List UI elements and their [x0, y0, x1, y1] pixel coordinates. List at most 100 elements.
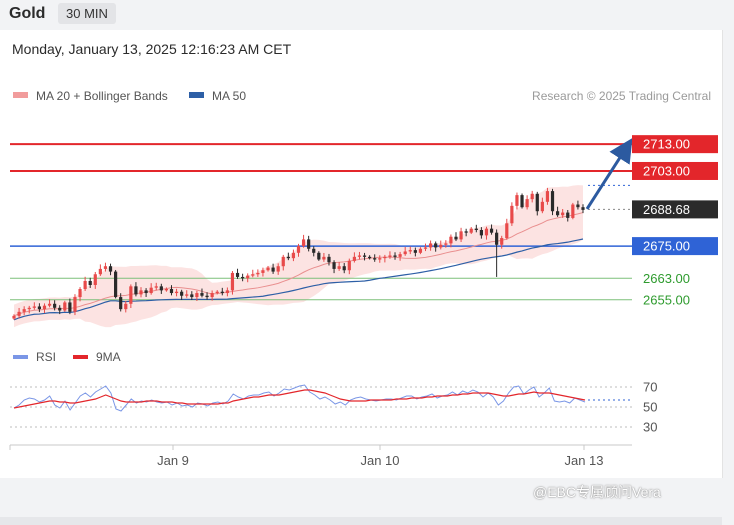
rsi-panel: 70 50 30 [10, 380, 657, 435]
candle-body [246, 275, 250, 279]
candle [368, 255, 372, 260]
candle [515, 192, 519, 210]
rsi-tick-label: 70 [643, 380, 657, 395]
candle [357, 251, 362, 260]
target-label: 2663.00 [643, 271, 690, 286]
candle-body [68, 302, 72, 312]
candle [362, 252, 367, 261]
candle [489, 224, 494, 235]
candle [220, 287, 224, 296]
candle [393, 252, 397, 260]
candle-body [362, 255, 367, 257]
candle-body [454, 236, 458, 240]
candle [195, 290, 199, 301]
candle [164, 287, 169, 292]
candle [174, 288, 179, 297]
candle-body [169, 289, 174, 294]
candle [169, 285, 174, 296]
candle-body [566, 212, 570, 218]
candle-body [63, 302, 67, 311]
candle [301, 234, 306, 248]
candle [525, 195, 529, 210]
rsi-legend-label: RSI [36, 350, 56, 364]
level-labels: 2713.00 2703.00 2688.68 2675.00 2663.00 2655.… [632, 135, 718, 307]
candle-body [418, 248, 423, 253]
timeframe-badge[interactable]: 30 MIN [58, 3, 116, 24]
candle-body [47, 303, 52, 306]
candle [144, 288, 148, 297]
candle-body [495, 232, 499, 245]
candle-body [129, 286, 133, 304]
candle-body [119, 297, 123, 310]
candle [154, 282, 158, 291]
candle-body [423, 247, 428, 249]
candle [520, 193, 524, 209]
candle [230, 270, 235, 295]
candle-body [510, 205, 514, 224]
candle [540, 197, 544, 214]
target-label: 2655.00 [643, 292, 690, 307]
candle [12, 314, 16, 320]
candle-body [37, 306, 42, 310]
support-label-box [632, 237, 718, 256]
candle-body [428, 243, 433, 248]
candle [550, 188, 555, 216]
candle-body [241, 276, 245, 279]
candle-body [500, 238, 504, 245]
candle [571, 202, 575, 220]
candle-body [185, 294, 189, 296]
candle [37, 303, 42, 313]
candle [510, 202, 514, 226]
candle-body [134, 286, 138, 295]
candle [241, 273, 245, 282]
candle [566, 209, 570, 222]
candle-body [261, 270, 265, 273]
candle [454, 232, 458, 242]
candle [78, 287, 82, 302]
candle [378, 255, 382, 263]
bottom-bar [0, 517, 722, 525]
candle [261, 267, 265, 277]
candle-body [403, 251, 407, 255]
candle [291, 249, 296, 262]
chart-datetime: Monday, January 13, 2025 12:16:23 AM CET [12, 41, 292, 57]
candle [58, 305, 62, 315]
candle-body [53, 303, 57, 308]
candle-body [58, 307, 62, 311]
x-tick-label: Jan 10 [360, 453, 399, 468]
candle [17, 307, 21, 319]
candle [296, 243, 301, 257]
candle [388, 251, 392, 259]
candle [32, 302, 36, 310]
candle-body [164, 289, 169, 291]
candle [68, 298, 72, 315]
candle [73, 294, 77, 316]
candle [256, 269, 260, 277]
candle [93, 272, 97, 289]
symbol-title: Gold [9, 5, 46, 22]
candle-body [27, 307, 31, 310]
candle [83, 276, 87, 292]
candle-body [78, 289, 82, 298]
candle [134, 282, 138, 297]
candle-body [93, 274, 97, 285]
candle [439, 240, 443, 250]
candle-body [230, 272, 235, 291]
candle-body [215, 291, 219, 294]
candle-body [474, 228, 478, 230]
candle [464, 228, 468, 237]
candle [555, 206, 560, 217]
candle-body [200, 293, 204, 296]
candle-body [195, 293, 199, 298]
candle [129, 284, 133, 309]
candle-body [271, 267, 275, 272]
candle [403, 246, 407, 256]
candle [251, 269, 255, 278]
candle-body [291, 252, 296, 259]
candle-body [398, 254, 402, 257]
candle-body [555, 211, 560, 216]
candle-body [449, 236, 453, 244]
time-axis: Jan 9 Jan 10 Jan 13 [9, 445, 604, 468]
candle [266, 265, 270, 272]
candle [535, 191, 539, 216]
